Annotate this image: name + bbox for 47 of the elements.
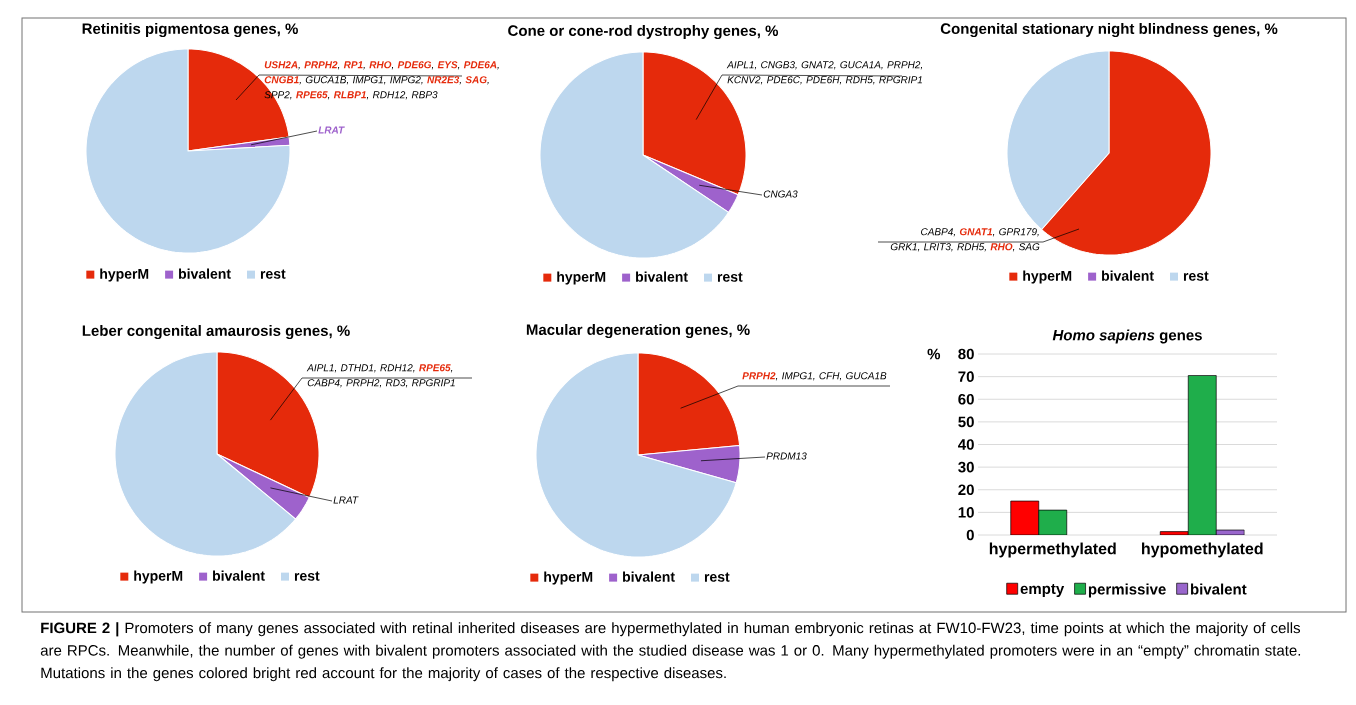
x-tick-label: hypomethylated (1142, 542, 1263, 558)
y-tick-label: 60 (958, 393, 974, 405)
legend-label: hyperM (100, 268, 149, 282)
legend-label: hyperM (134, 570, 183, 584)
legend-label: rest (294, 571, 320, 581)
text: PRPH2, IMPG1, CFH, GUCA1B (742, 372, 887, 381)
legend-label: rest (704, 572, 730, 582)
y-tick-label: 30 (958, 461, 974, 473)
text: FIGURE 2 | Promoters of many genes associated with retinal inherited diseases are hypermethylated in human embryonic retinas at FW10-FW23, time points at which the majority of cells are RPCs. Meanwhile, the number of genes with bivalent promoters associated with the studied disease was 1 or 0. Many hypermethylated promoters were in an “empty” chromatin state. Mutations in the genes colored bright red account for the majority of cases of the respective diseases. (40, 622, 1301, 682)
y-tick-label: 50 (958, 416, 974, 428)
chart-title: Leber congenital amaurosis genes, % (82, 324, 350, 340)
legend-label: hyperM (557, 271, 606, 285)
legend-label: bivalent (623, 571, 675, 582)
legend-label: bivalent (1190, 583, 1247, 595)
legend-label: hyperM (1023, 270, 1072, 284)
y-tick-label: 0 (966, 529, 974, 541)
x-tick-label: hypermethylated (989, 542, 1116, 558)
text: PRDM13 (766, 452, 807, 460)
legend-label: rest (1183, 271, 1209, 281)
text: AIPL1, DTHD1, RDH12, RPE65, CABP4, PRPH2, RD3, RPGRIP1 (306, 364, 455, 388)
text: CABP4, GNAT1, GPR179, GRK1, LRIT3, RDH5, RHO, SAG (890, 228, 1040, 252)
legend-label: bivalent (636, 271, 688, 282)
chart-title: Macular degeneration genes, % (526, 323, 750, 339)
text: LRAT (333, 496, 359, 504)
legend-label: rest (260, 269, 286, 279)
bar (1187, 375, 1217, 536)
legend-label: bivalent (1102, 270, 1154, 281)
chart-title: Congenital stationary night blindness genes, % (940, 22, 1278, 38)
legend-label: hyperM (544, 571, 593, 585)
y-tick-label: 10 (958, 507, 974, 518)
legend-label: permissive (1088, 583, 1166, 598)
legend-label: bivalent (179, 268, 231, 279)
text: CNGA3 (763, 190, 798, 198)
y-tick-label: 40 (958, 439, 974, 450)
legend-label: bivalent (213, 570, 265, 581)
chart-title: Homo sapiens genes (1052, 329, 1202, 344)
y-axis-title: % (927, 348, 941, 360)
chart-title: Retinitis pigmentosa genes, % (82, 22, 298, 38)
legend-label: rest (717, 272, 743, 282)
y-tick-label: 70 (958, 371, 974, 382)
legend-label: empty (1020, 584, 1065, 597)
chart-title: Cone or cone-rod dystrophy genes, % (508, 24, 779, 40)
y-tick-label: 80 (958, 348, 974, 360)
y-tick-label: 20 (958, 484, 974, 496)
text: LRAT (318, 126, 345, 134)
text: AIPL1, CNGB3, GNAT2, GUCA1A, PRPH2, KCNV2, PDE6C, PDE6H, RDH5, RPGRIP1 (726, 61, 923, 85)
bar (1010, 500, 1040, 536)
